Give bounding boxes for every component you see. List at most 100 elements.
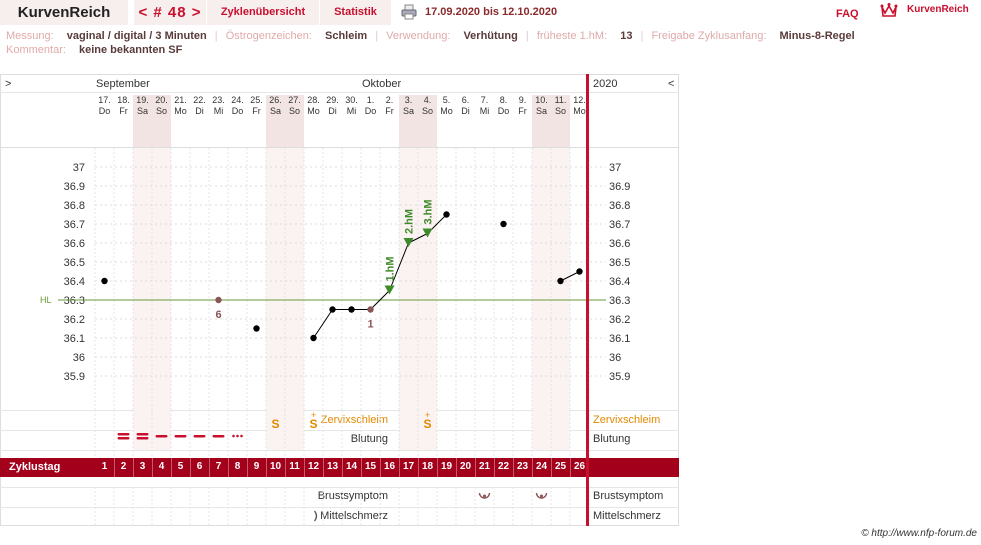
day-header[interactable]: 22. Di (190, 95, 209, 147)
day-header[interactable]: 12. Mo (570, 95, 589, 147)
y-tick-label-right: 36 (609, 352, 621, 364)
day-header[interactable]: 10. Sa (532, 95, 551, 147)
temperature-point[interactable] (557, 277, 564, 285)
y-tick-label: 36.5 (64, 257, 85, 269)
bleeding-medium-mark[interactable] (174, 435, 187, 438)
printer-icon[interactable] (401, 4, 417, 20)
breast-symptom-icon[interactable] (535, 492, 548, 499)
temperature-point[interactable] (576, 268, 583, 275)
day-header[interactable]: 30. Mi (342, 95, 361, 147)
high-measurement-marker[interactable] (403, 238, 414, 247)
temperature-point[interactable] (500, 220, 507, 228)
day-header[interactable]: 4. So (418, 95, 437, 147)
zervix-label: Zervixschleim (320, 414, 388, 426)
day-header[interactable]: 26. Sa (266, 95, 285, 147)
temperature-point[interactable] (310, 334, 317, 342)
bleeding-spotting-mark[interactable] (232, 434, 235, 438)
day-header[interactable]: 18. Fr (114, 95, 133, 147)
tab-cycle-overview[interactable]: Zyklenübersicht (207, 0, 319, 25)
day-header[interactable]: 1. Do (361, 95, 380, 147)
bleeding-heavy-mark[interactable] (117, 433, 130, 436)
day-header[interactable]: 21. Mo (171, 95, 190, 147)
zervix-symbol[interactable]: S (309, 417, 317, 431)
mittel-label: Mittelschmerz (320, 510, 388, 522)
tab-statistics[interactable]: Statistik (320, 0, 391, 25)
cycle-day-number: 11 (289, 461, 300, 472)
day-header[interactable]: 5. Mo (437, 95, 456, 147)
cycle-day-separator (456, 458, 457, 477)
bleeding-medium-mark[interactable] (155, 435, 168, 438)
bleeding-heavy-mark[interactable] (136, 433, 149, 436)
blutung-row (0, 430, 679, 451)
weekend-column-bg (418, 95, 437, 147)
low-measurement-point[interactable] (215, 296, 222, 304)
mittelschmerz-icon[interactable] (313, 510, 318, 522)
day-header[interactable]: 25. Fr (247, 95, 266, 147)
cycle-day-number: 1 (101, 461, 108, 472)
day-header[interactable]: 7. Mi (475, 95, 494, 147)
brand-link[interactable]: KurvenReich (907, 4, 969, 15)
y-tick-label: 36.7 (64, 219, 85, 231)
zervix-symbol[interactable]: S (271, 417, 279, 431)
y-tick-label-right: 36.9 (609, 181, 630, 193)
temperature-point[interactable] (101, 277, 108, 285)
day-header[interactable]: 8. Do (494, 95, 513, 147)
day-header[interactable]: 3. Sa (399, 95, 418, 147)
day-header[interactable]: 27. So (285, 95, 304, 147)
day-header[interactable]: 6. Di (456, 95, 475, 147)
temperature-line-segment (370, 290, 390, 310)
app-logo[interactable]: KurvenReich (0, 0, 128, 25)
y-tick-label: 36.8 (64, 200, 85, 212)
day-weekday: So (421, 106, 433, 116)
bleeding-spotting-mark[interactable] (236, 434, 239, 438)
day-header[interactable]: 24. Do (228, 95, 247, 147)
temperature-point[interactable] (329, 306, 336, 313)
cycle-navigator[interactable]: < # 48 > (134, 0, 206, 25)
day-weekday: Do (364, 106, 377, 116)
bleeding-spotting-mark[interactable] (240, 434, 243, 438)
day-header[interactable]: 19. Sa (133, 95, 152, 147)
brust-label-right: Brustsymptom (593, 490, 664, 502)
bleeding-heavy-mark[interactable] (117, 437, 130, 440)
bleeding-medium-mark[interactable] (193, 435, 206, 438)
temperature-point[interactable] (348, 306, 355, 313)
day-weekday: Sa (535, 106, 547, 116)
cycle-day-separator (475, 458, 476, 477)
day-header[interactable]: 11. So (551, 95, 570, 147)
weekend-column-bg (133, 95, 152, 147)
y-tick-label: 37 (73, 162, 85, 174)
temperature-point[interactable] (443, 211, 450, 218)
day-weekday: Do (231, 106, 244, 116)
day-header[interactable]: 2. Fr (380, 95, 399, 147)
day-date: 9. (518, 95, 527, 105)
day-header[interactable]: 23. Mi (209, 95, 228, 147)
faq-link[interactable]: FAQ (836, 8, 859, 20)
temperature-point[interactable] (253, 325, 260, 332)
day-weekday: Di (195, 106, 204, 116)
day-header[interactable]: 29. Di (323, 95, 342, 147)
high-measurement-marker[interactable] (384, 285, 395, 295)
breast-symptom-icon[interactable] (478, 492, 491, 499)
cycle-day-separator (570, 458, 571, 477)
y-tick-label: 36 (73, 352, 85, 364)
comment-row: Kommentar: keine bekannten SF (6, 44, 182, 56)
temperature-line-segment (313, 309, 333, 339)
cycle-day-separator (342, 458, 343, 477)
day-header[interactable]: 20. So (152, 95, 171, 147)
high-measurement-marker[interactable] (422, 228, 433, 238)
bleeding-medium-mark[interactable] (212, 435, 225, 438)
blutung-label-right: Blutung (593, 433, 631, 445)
symptom-rows: S S+S+ (94, 410, 590, 526)
month-label-september: September (96, 78, 150, 90)
day-header[interactable]: 9. Fr (513, 95, 532, 147)
scroll-right-arrow[interactable]: < (668, 78, 675, 90)
row-spacer (0, 450, 679, 459)
scroll-left-arrow[interactable]: > (5, 78, 12, 90)
zervix-symbol[interactable]: S (423, 417, 431, 431)
day-header[interactable]: 17. Do (95, 95, 114, 147)
low-measurement-point[interactable] (367, 306, 374, 313)
brust-label: Brustsymptom (317, 490, 388, 502)
bleeding-heavy-mark[interactable] (136, 437, 149, 440)
crown-icon[interactable] (880, 1, 898, 19)
day-header[interactable]: 28. Mo (304, 95, 323, 147)
